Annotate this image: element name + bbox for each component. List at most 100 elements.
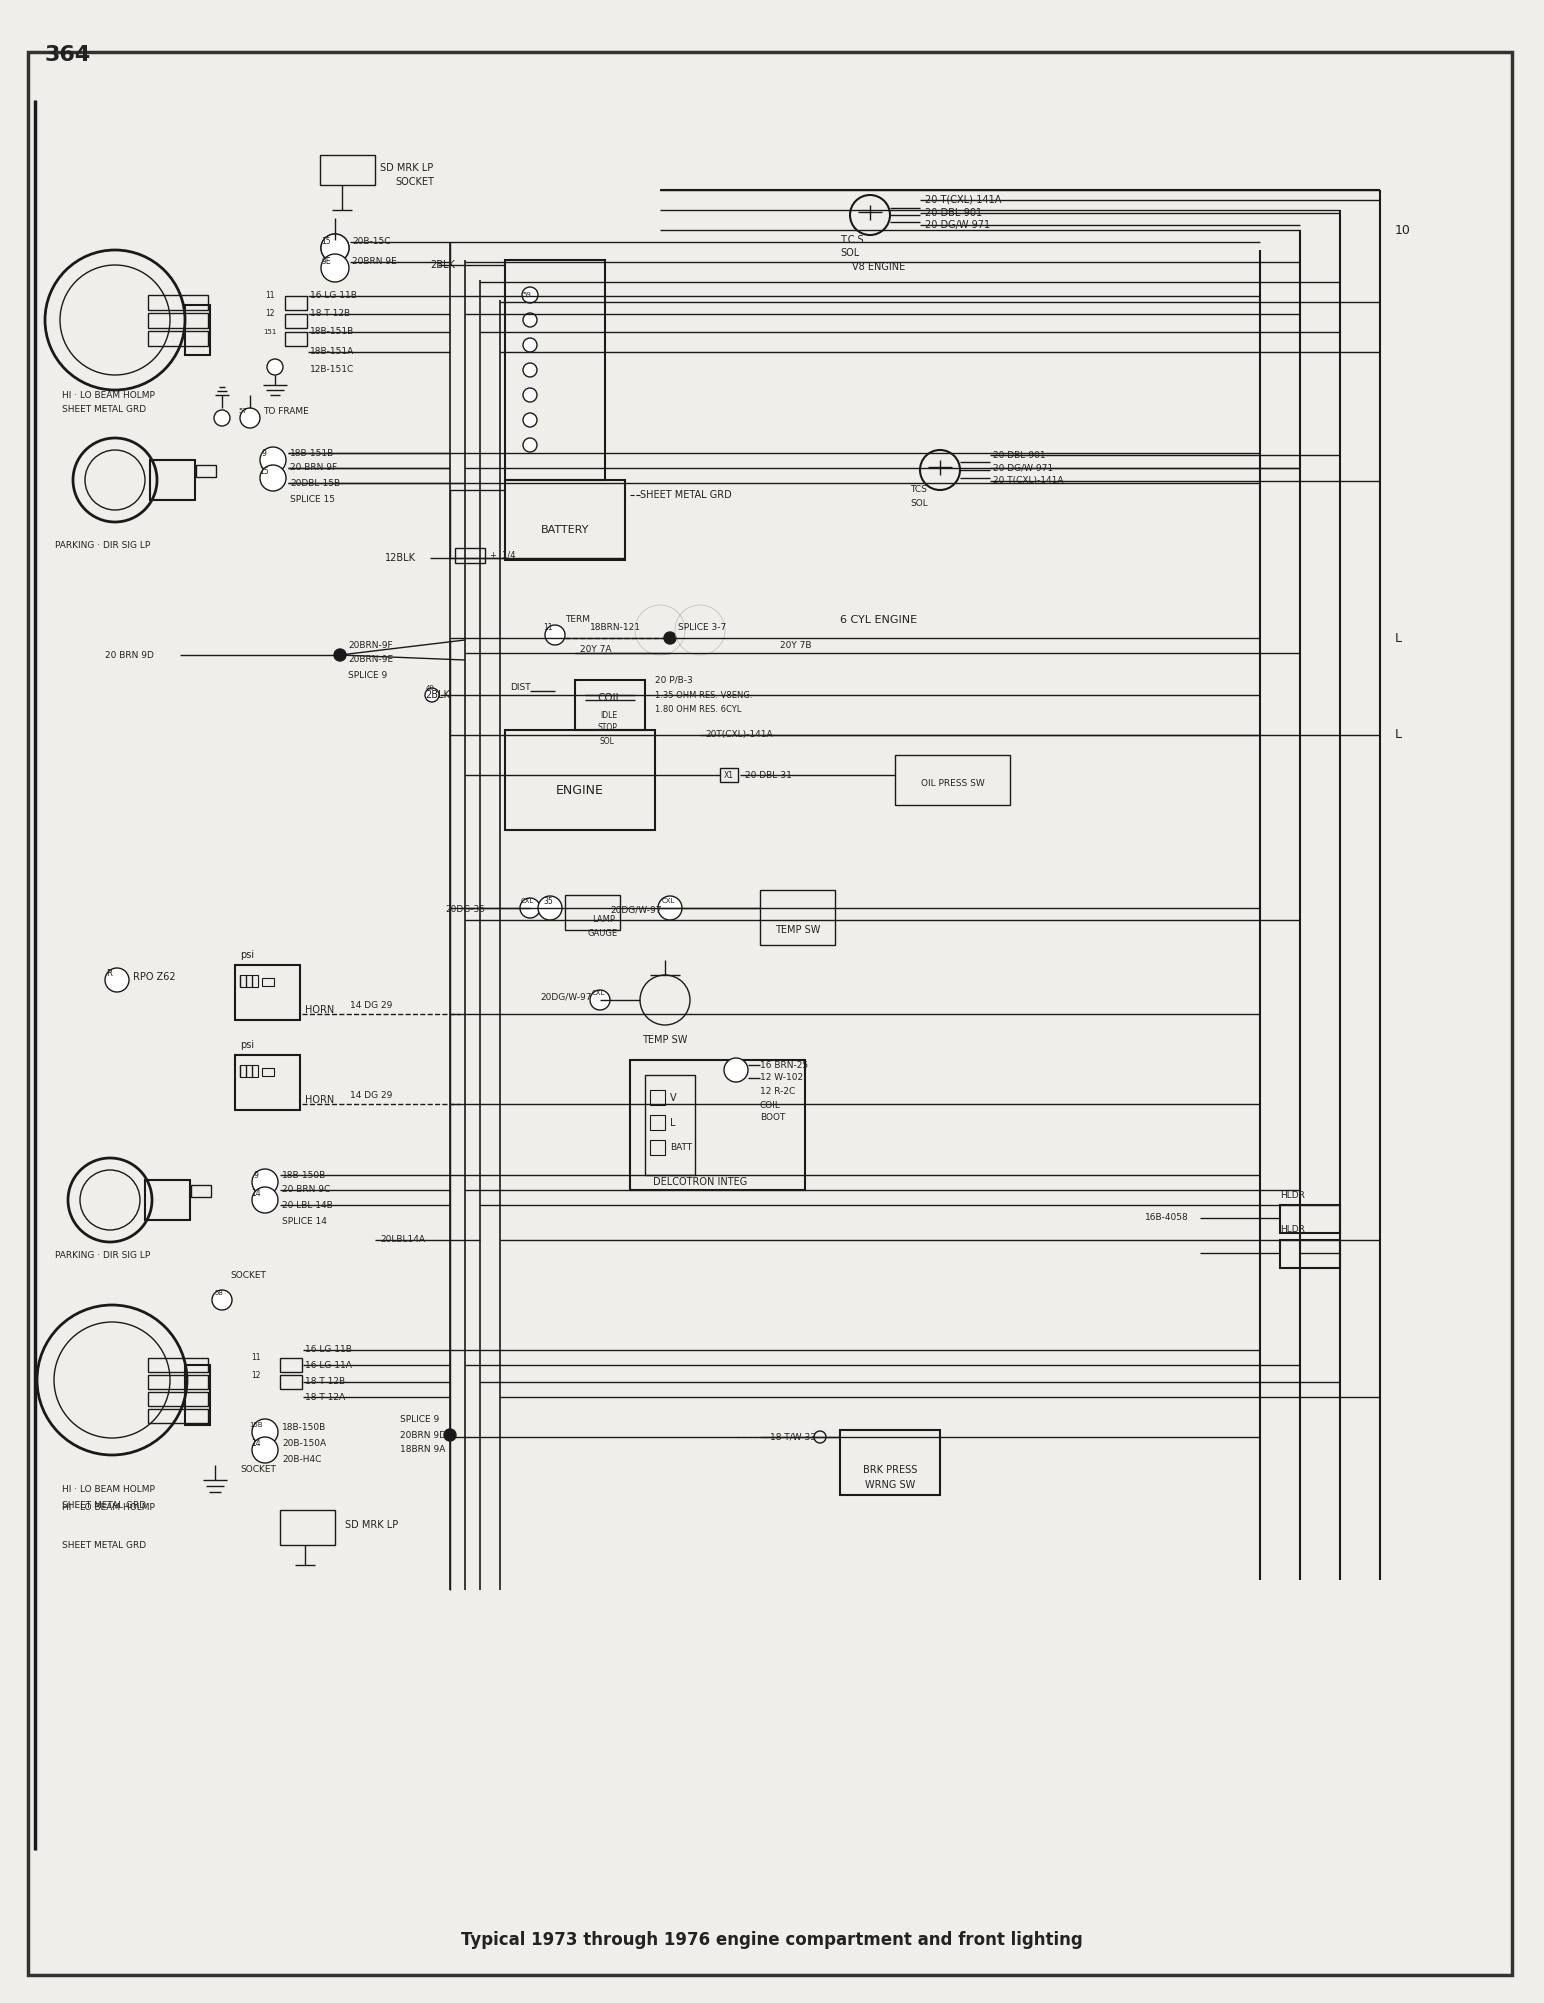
Circle shape: [252, 1170, 278, 1196]
Text: 11: 11: [252, 1354, 261, 1362]
Text: LAMP: LAMP: [591, 915, 615, 925]
Text: 20 DG/W-971: 20 DG/W-971: [925, 220, 990, 230]
Circle shape: [321, 234, 349, 262]
Text: psi: psi: [239, 1040, 255, 1050]
Text: 18 T 12B: 18 T 12B: [306, 1378, 346, 1386]
Bar: [505, 481, 625, 561]
Text: HLDR: HLDR: [1280, 1226, 1305, 1234]
Text: CXL: CXL: [520, 897, 534, 903]
Bar: [148, 1358, 208, 1372]
Circle shape: [658, 895, 682, 919]
Text: 12: 12: [252, 1370, 261, 1380]
Text: 20Y 7A: 20Y 7A: [581, 645, 611, 655]
Text: 20B-15C: 20B-15C: [352, 238, 391, 246]
Text: DELCOTRON INTEG: DELCOTRON INTEG: [653, 1178, 747, 1188]
Text: 20BRN-9E: 20BRN-9E: [347, 655, 394, 665]
Text: 58: 58: [215, 1290, 224, 1296]
Text: HORN: HORN: [306, 1006, 334, 1016]
Text: +  1/4: + 1/4: [489, 551, 516, 559]
Text: 20DG-35: 20DG-35: [445, 905, 485, 915]
Text: 14 DG 29: 14 DG 29: [350, 1090, 392, 1100]
Text: L: L: [1394, 729, 1402, 741]
Text: CXL: CXL: [591, 989, 605, 995]
Text: SHEET METAL GRD: SHEET METAL GRD: [62, 405, 147, 415]
Circle shape: [259, 465, 286, 491]
Text: 40: 40: [426, 685, 434, 691]
Text: 9: 9: [261, 449, 267, 457]
Circle shape: [239, 409, 259, 429]
Text: 59: 59: [522, 292, 531, 298]
Bar: [235, 1056, 300, 1110]
Text: 18BRN-121: 18BRN-121: [590, 623, 641, 631]
Bar: [235, 965, 300, 1020]
Text: 12: 12: [266, 310, 275, 318]
Text: T.C.S.: T.C.S.: [840, 234, 866, 244]
Bar: [645, 1076, 695, 1176]
Circle shape: [520, 897, 540, 917]
Text: SOL: SOL: [840, 248, 860, 258]
Bar: [279, 1358, 303, 1372]
Text: 16B-4058: 16B-4058: [1146, 1214, 1189, 1222]
Bar: [262, 977, 273, 985]
Text: X1: X1: [724, 771, 733, 779]
Bar: [148, 294, 208, 310]
Text: DIST: DIST: [510, 683, 531, 693]
Circle shape: [252, 1188, 278, 1214]
Text: PARKING · DIR SIG LP: PARKING · DIR SIG LP: [56, 1250, 150, 1260]
Text: 20T(CXL)-141A: 20T(CXL)-141A: [706, 731, 772, 739]
Bar: [320, 154, 375, 184]
Text: 20DG/W-97: 20DG/W-97: [610, 905, 661, 915]
Text: BOOT: BOOT: [760, 1114, 786, 1122]
Circle shape: [425, 687, 438, 701]
Text: Typical 1973 through 1976 engine compartment and front lighting: Typical 1973 through 1976 engine compart…: [462, 1931, 1082, 1949]
Text: SOL: SOL: [601, 737, 615, 745]
Circle shape: [321, 234, 349, 262]
Bar: [630, 1060, 804, 1190]
Circle shape: [590, 989, 610, 1010]
Text: TO FRAME: TO FRAME: [262, 407, 309, 415]
Text: 20Y 7B: 20Y 7B: [780, 641, 812, 649]
Text: 18B-151B: 18B-151B: [290, 449, 334, 457]
Text: 6 CYL ENGINE: 6 CYL ENGINE: [840, 615, 917, 625]
Text: ENGINE: ENGINE: [556, 783, 604, 797]
Circle shape: [105, 967, 130, 991]
Circle shape: [724, 1058, 747, 1082]
Text: HI · LO BEAM HOLMP: HI · LO BEAM HOLMP: [62, 391, 154, 399]
Text: SD MRK LP: SD MRK LP: [380, 162, 434, 172]
Bar: [896, 755, 1010, 805]
Text: 364: 364: [45, 44, 91, 64]
Text: SHEET METAL GRD: SHEET METAL GRD: [641, 491, 732, 501]
Text: 12B-151C: 12B-151C: [310, 365, 354, 375]
Bar: [840, 1430, 940, 1494]
Circle shape: [522, 286, 537, 302]
Circle shape: [523, 439, 537, 453]
Bar: [565, 895, 621, 929]
Text: 20B-H4C: 20B-H4C: [283, 1456, 321, 1464]
Text: HLDR: HLDR: [1280, 1190, 1305, 1200]
Text: 18B-151A: 18B-151A: [310, 347, 354, 357]
Bar: [650, 1090, 665, 1106]
Text: SPLICE 15: SPLICE 15: [290, 495, 335, 505]
Text: 20 LBL 14B: 20 LBL 14B: [283, 1200, 334, 1210]
Text: 20BRN 9D: 20BRN 9D: [400, 1430, 446, 1440]
Text: WRNG SW: WRNG SW: [865, 1480, 916, 1490]
Text: 16 BRN-25: 16 BRN-25: [760, 1060, 808, 1070]
Text: 20 BRN 9C: 20 BRN 9C: [283, 1186, 330, 1194]
Circle shape: [212, 1290, 232, 1310]
Text: 9: 9: [253, 1170, 258, 1180]
Text: 20BRN-9F: 20BRN-9F: [347, 641, 392, 649]
Text: 20 DG/W-971: 20 DG/W-971: [993, 463, 1053, 473]
Bar: [720, 767, 738, 781]
Bar: [279, 1374, 303, 1388]
Text: SPLICE 9: SPLICE 9: [347, 671, 388, 679]
Circle shape: [252, 1418, 278, 1444]
Text: 20 BRN 9F: 20 BRN 9F: [290, 463, 337, 473]
Text: 57: 57: [239, 409, 247, 415]
Bar: [145, 1180, 190, 1220]
Circle shape: [252, 1436, 278, 1462]
Text: IDLE: IDLE: [601, 711, 618, 719]
Text: 10: 10: [1394, 224, 1411, 236]
Bar: [286, 332, 307, 347]
Bar: [1280, 1206, 1340, 1234]
Text: 20 T(CXL)-141A: 20 T(CXL)-141A: [925, 194, 1002, 204]
